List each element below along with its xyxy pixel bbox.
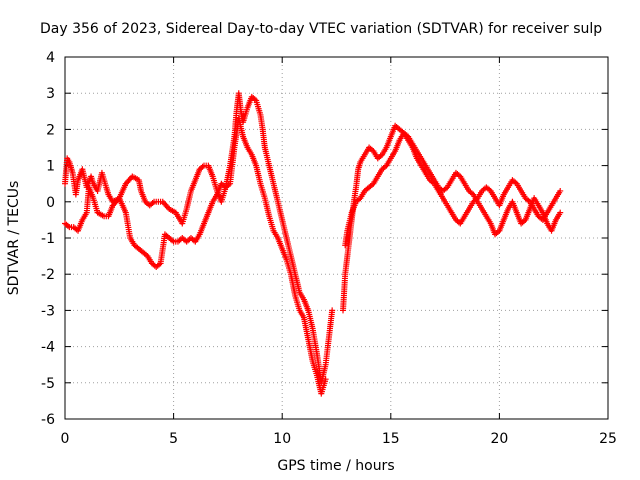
grid-lines bbox=[65, 57, 608, 419]
x-tick-label: 15 bbox=[382, 431, 400, 447]
y-tick-label: -2 bbox=[41, 267, 55, 283]
y-tick-label: -1 bbox=[41, 231, 55, 247]
data-point bbox=[557, 209, 564, 216]
y-tick-label: 4 bbox=[46, 50, 55, 66]
y-tick-label: 2 bbox=[46, 122, 55, 138]
chart-title: Day 356 of 2023, Sidereal Day-to-day VTE… bbox=[40, 21, 602, 37]
x-axis-tick-labels: 0 5 10 15 20 25 bbox=[61, 431, 617, 447]
data-point bbox=[329, 307, 336, 314]
x-tick-label: 10 bbox=[273, 431, 291, 447]
y-axis-tick-labels: 4 3 2 1 0 -1 -2 -3 -4 -5 -6 bbox=[41, 50, 55, 428]
x-tick-label: 0 bbox=[61, 431, 70, 447]
x-tick-label: 25 bbox=[599, 431, 617, 447]
plot-frame bbox=[64, 56, 609, 420]
data-point bbox=[322, 376, 329, 383]
y-tick-label: 0 bbox=[46, 195, 55, 211]
data-point bbox=[557, 187, 564, 194]
y-tick-label: -5 bbox=[41, 376, 55, 392]
x-axis-label: GPS time / hours bbox=[277, 458, 394, 474]
y-tick-label: -3 bbox=[41, 303, 55, 319]
y-tick-label: -6 bbox=[41, 412, 55, 428]
data-markers bbox=[62, 90, 564, 397]
axis-ticks bbox=[64, 56, 609, 420]
x-tick-label: 20 bbox=[490, 431, 508, 447]
y-axis-label: SDTVAR / TECUs bbox=[6, 181, 22, 296]
y-tick-label: 3 bbox=[46, 86, 55, 102]
y-tick-label: 1 bbox=[46, 159, 55, 175]
x-tick-label: 5 bbox=[169, 431, 178, 447]
y-tick-label: -4 bbox=[41, 340, 55, 356]
